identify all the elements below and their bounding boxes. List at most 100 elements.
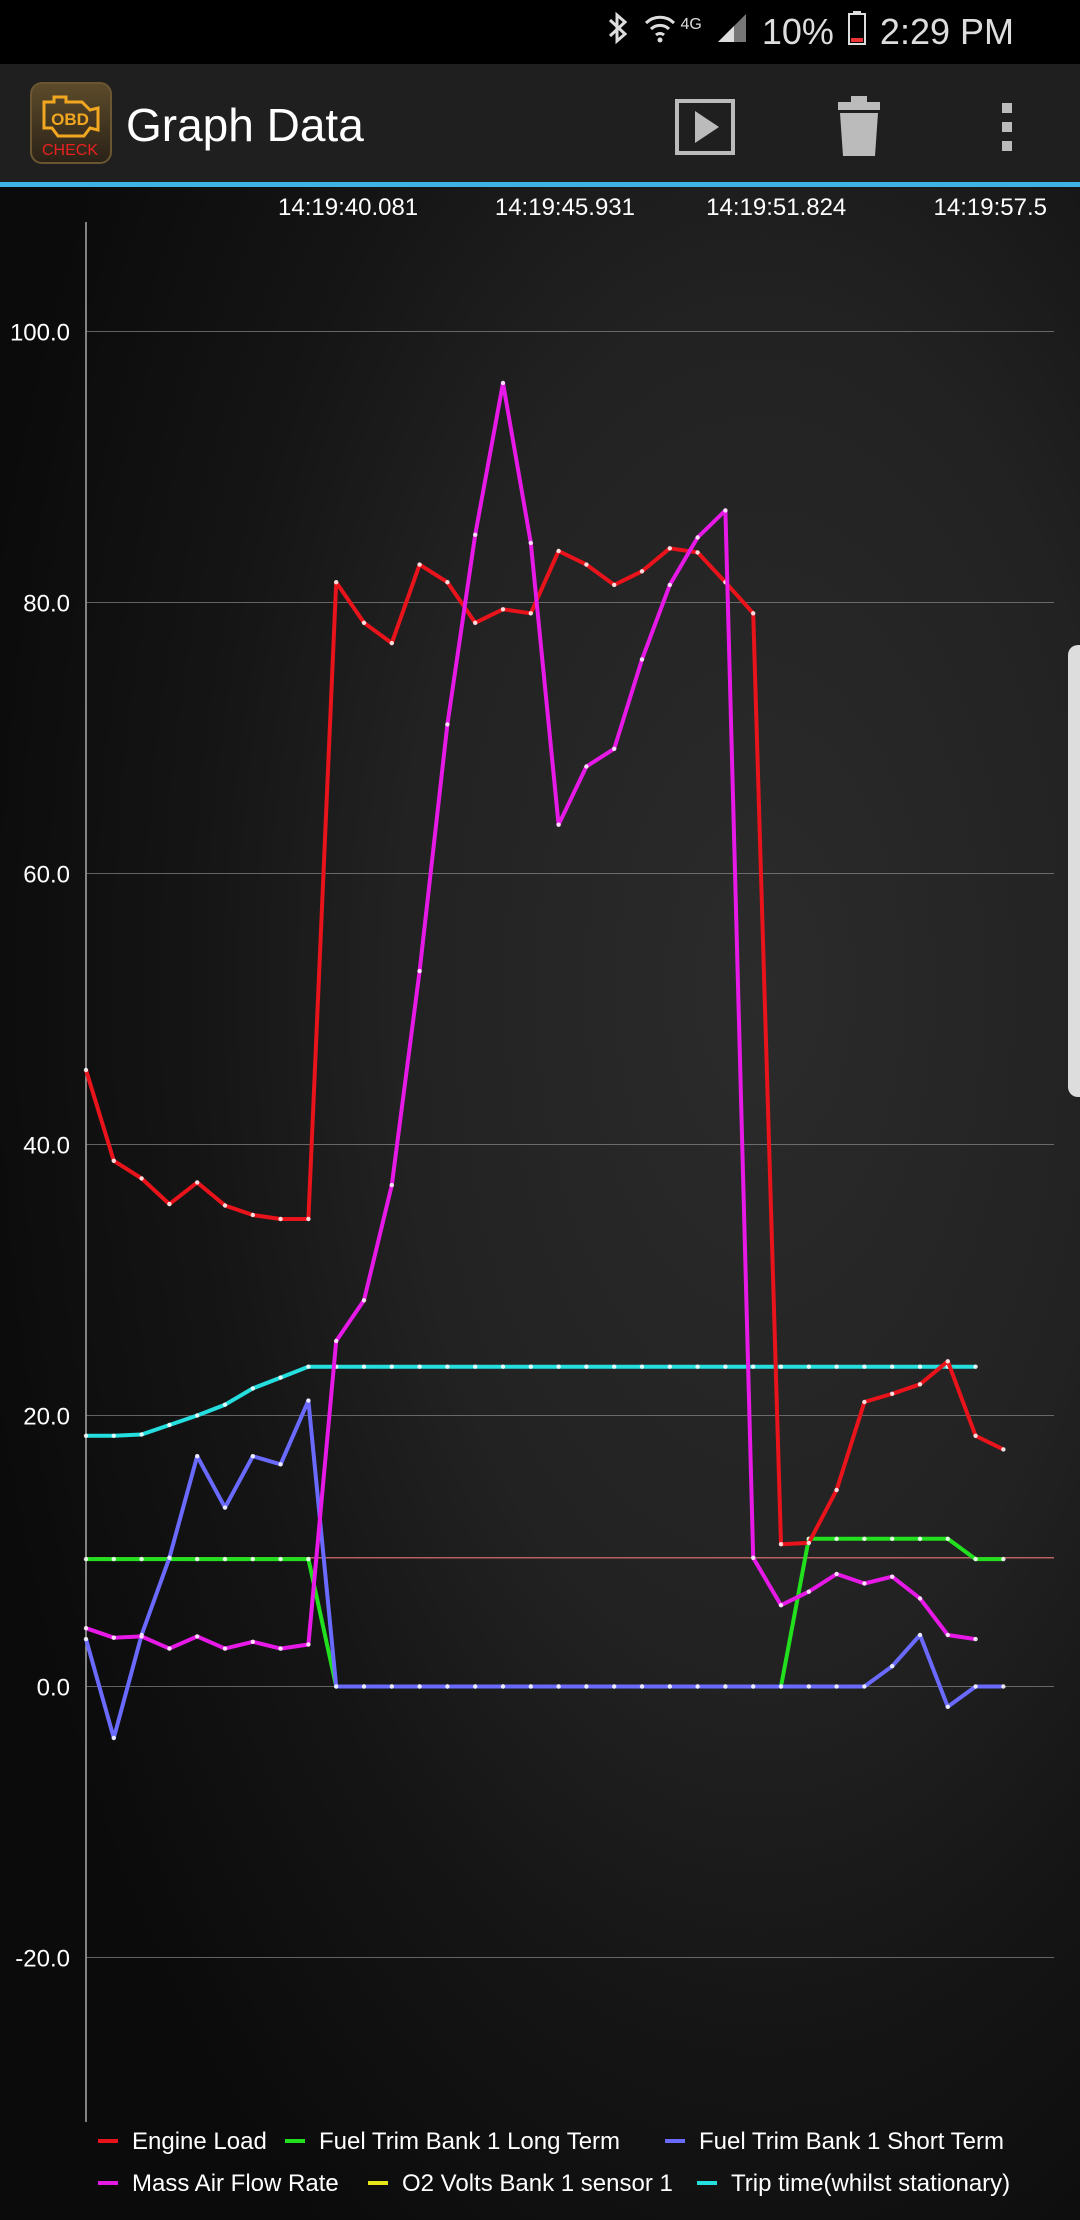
data-point — [111, 1635, 117, 1640]
data-point — [556, 1364, 561, 1369]
data-point — [139, 1556, 144, 1562]
data-point — [306, 1364, 311, 1369]
data-point — [111, 1158, 117, 1163]
data-point — [417, 562, 422, 567]
data-point — [556, 822, 561, 827]
data-point — [890, 1664, 895, 1669]
data-point — [473, 1684, 478, 1689]
data-point — [195, 1634, 200, 1639]
page-title: Graph Data — [126, 99, 364, 151]
data-point — [890, 1364, 895, 1369]
data-point — [723, 508, 728, 513]
data-point — [890, 1391, 895, 1397]
delete-button[interactable] — [814, 82, 904, 172]
data-point — [111, 1433, 117, 1439]
data-point — [778, 1684, 784, 1689]
legend-label: Fuel Trim Bank 1 Long Term — [319, 2128, 620, 2155]
data-point — [500, 1684, 506, 1689]
data-point — [195, 1413, 200, 1418]
data-point — [111, 1735, 117, 1741]
y-tick-label: 40.0 — [23, 1133, 70, 1160]
data-point — [834, 1684, 839, 1689]
x-tick-label: 14:19:45.931 — [495, 194, 635, 221]
data-point — [806, 1684, 811, 1689]
data-point — [167, 1422, 172, 1428]
data-point — [806, 1589, 811, 1594]
data-point — [389, 1182, 394, 1188]
data-point — [139, 1176, 144, 1181]
data-point — [139, 1634, 144, 1639]
data-point — [667, 1364, 672, 1369]
data-point — [528, 540, 533, 546]
data-point — [83, 1556, 89, 1562]
data-point — [500, 607, 506, 612]
data-point — [584, 764, 589, 769]
series-line — [86, 1364, 976, 1438]
data-point — [862, 1581, 867, 1586]
data-point — [862, 1536, 867, 1542]
data-point — [917, 1632, 923, 1638]
data-point — [973, 1433, 978, 1439]
overflow-menu-icon — [1002, 103, 1012, 151]
data-point — [751, 611, 756, 616]
data-point — [500, 380, 506, 386]
data-point — [473, 620, 478, 625]
data-point — [751, 1684, 756, 1689]
x-tick-label: 14:19:51.824 — [706, 194, 846, 221]
data-point — [834, 1364, 839, 1369]
data-point — [751, 1555, 756, 1561]
data-point — [695, 1684, 700, 1689]
data-point — [862, 1364, 867, 1369]
graph-area[interactable]: 100.0 80.0 60.0 40.0 20.0 0.0 -20.0 14:19:40.08… — [0, 187, 1080, 2220]
legend-label: Engine Load — [132, 2128, 267, 2155]
data-point — [167, 1555, 172, 1561]
data-point — [222, 1203, 228, 1208]
data-point — [723, 1684, 728, 1689]
app-bar — [0, 64, 1080, 182]
chart: 100.0 80.0 60.0 40.0 20.0 0.0 -20.0 14:19:40.08… — [10, 194, 1054, 2197]
data-point — [667, 1684, 672, 1689]
data-point — [195, 1454, 200, 1459]
data-point — [528, 611, 533, 616]
y-tick-label: 0.0 — [37, 1675, 70, 1702]
data-point — [667, 582, 672, 588]
scroll-handle[interactable] — [1068, 645, 1080, 1097]
legend-label: Trip time(whilst stationary) — [731, 2170, 1010, 2197]
y-tick-label: -20.0 — [15, 1946, 70, 1973]
data-point — [167, 1201, 172, 1207]
data-point — [945, 1632, 950, 1638]
data-point — [306, 1398, 311, 1403]
play-button[interactable] — [660, 82, 750, 172]
data-point — [222, 1505, 228, 1510]
data-point — [584, 562, 589, 567]
series-line — [84, 546, 1005, 1547]
data-point — [917, 1382, 923, 1387]
data-point — [778, 1542, 784, 1547]
data-point — [139, 1432, 144, 1437]
data-point — [306, 1216, 311, 1222]
data-point — [639, 569, 645, 574]
data-point — [751, 1364, 756, 1369]
data-point — [445, 1364, 450, 1369]
data-point — [1001, 1684, 1006, 1689]
wifi-icon — [643, 11, 677, 54]
data-point — [334, 580, 339, 585]
data-point — [278, 1216, 283, 1222]
data-point — [361, 1298, 367, 1303]
data-point — [278, 1646, 283, 1651]
data-point — [83, 1626, 89, 1631]
data-point — [695, 1364, 700, 1369]
data-point — [528, 1364, 533, 1369]
data-point — [973, 1556, 978, 1562]
data-point — [639, 657, 645, 662]
series-line — [85, 381, 976, 1651]
data-point — [389, 640, 394, 646]
data-point — [612, 1684, 617, 1689]
overflow-menu-button[interactable] — [962, 82, 1052, 172]
y-tick-label: 60.0 — [23, 862, 70, 889]
trash-icon — [838, 96, 880, 156]
data-point — [1001, 1447, 1006, 1452]
data-point — [945, 1359, 950, 1364]
data-point — [1001, 1556, 1006, 1562]
data-point — [222, 1556, 228, 1562]
